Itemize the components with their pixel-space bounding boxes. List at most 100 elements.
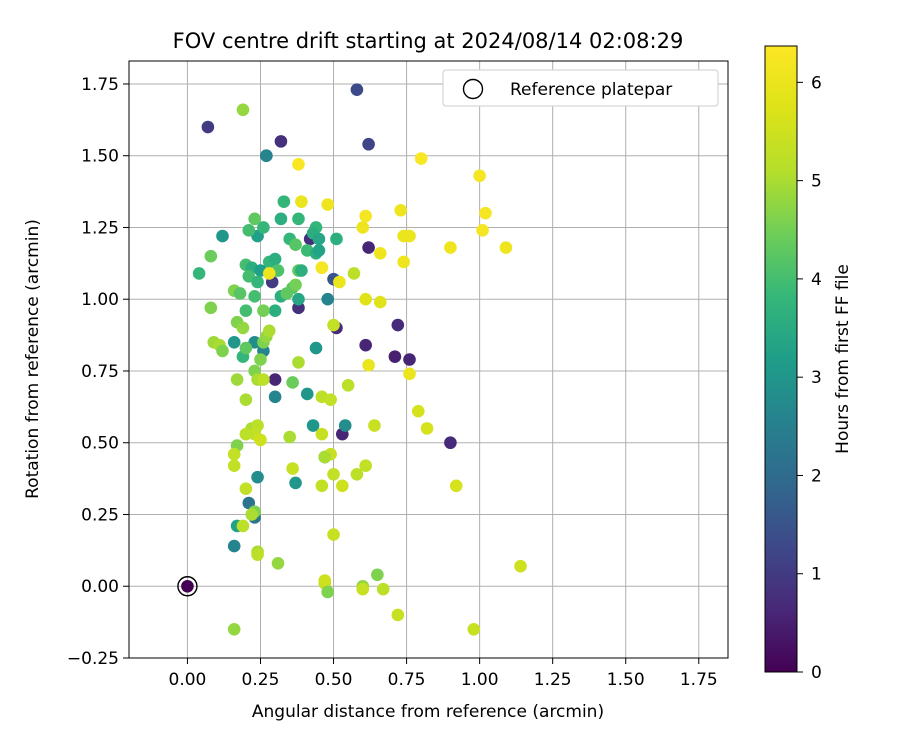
data-point <box>245 508 259 521</box>
data-point <box>254 433 267 447</box>
data-point <box>181 579 194 593</box>
data-point <box>473 169 486 183</box>
y-tick-label: −0.25 <box>67 649 119 669</box>
data-point <box>449 479 463 493</box>
data-point <box>239 427 253 441</box>
data-point <box>321 292 334 306</box>
data-point <box>338 419 352 432</box>
data-point <box>216 344 229 358</box>
data-point <box>251 470 264 484</box>
data-point <box>403 353 416 366</box>
data-point <box>239 304 253 318</box>
data-point <box>292 301 305 315</box>
y-tick-label: 1.00 <box>81 290 119 310</box>
data-point <box>277 195 291 208</box>
data-point <box>242 224 256 237</box>
data-point <box>356 582 370 596</box>
x-tick-label: 0.25 <box>242 670 280 690</box>
data-point <box>318 574 332 587</box>
chart-title: FOV centre drift starting at 2024/08/14 … <box>173 29 684 53</box>
data-point <box>274 212 288 226</box>
colorbar-tick-label: 1 <box>811 565 822 585</box>
y-tick-label: 1.50 <box>81 147 119 167</box>
x-tick-label: 1.00 <box>461 670 499 690</box>
data-point <box>248 290 261 303</box>
data-point <box>376 582 390 596</box>
data-point <box>251 275 264 289</box>
data-point <box>233 287 247 300</box>
data-point <box>312 232 326 246</box>
y-tick-label: 1.75 <box>81 75 119 95</box>
y-tick-label: 0.00 <box>81 577 119 597</box>
data-point <box>257 221 270 234</box>
data-point <box>268 252 282 266</box>
data-point <box>289 278 302 292</box>
data-point <box>239 341 253 355</box>
data-point <box>268 304 282 318</box>
data-point <box>391 608 405 622</box>
data-point <box>257 373 270 386</box>
data-point <box>362 137 375 151</box>
colorbar-label: Hours from first FF file <box>833 264 853 454</box>
data-point <box>309 341 323 355</box>
reference-platepar-marker <box>177 576 198 597</box>
data-point <box>330 232 343 246</box>
data-point <box>397 255 410 269</box>
colorbar-tick-label: 3 <box>811 368 822 388</box>
reference-marker-layer <box>177 576 198 597</box>
data-point <box>295 195 308 208</box>
x-tick-label: 0.75 <box>388 670 426 690</box>
data-point <box>336 479 349 493</box>
data-point <box>274 135 288 148</box>
data-point <box>280 287 294 300</box>
data-point <box>321 198 334 211</box>
data-point <box>306 419 320 432</box>
data-point <box>236 519 250 533</box>
data-point <box>315 479 329 493</box>
colorbar: 0 1 2 3 4 5 6 Hours from first FF file <box>764 45 853 683</box>
data-point <box>286 462 299 475</box>
data-point <box>327 318 340 332</box>
data-point <box>216 229 229 243</box>
data-point <box>312 244 326 257</box>
data-point <box>286 376 299 389</box>
data-point <box>362 358 375 372</box>
data-point <box>403 229 416 243</box>
data-point <box>318 450 332 464</box>
data-points <box>181 83 527 636</box>
data-point <box>371 568 384 582</box>
data-point <box>192 267 206 280</box>
data-point <box>271 556 285 570</box>
data-point <box>260 149 273 163</box>
colorbar-tick-label: 2 <box>811 466 822 486</box>
data-point <box>227 539 241 553</box>
data-point <box>359 209 372 223</box>
data-point <box>204 301 218 315</box>
legend: Reference platepar <box>442 69 719 107</box>
data-point <box>394 203 408 217</box>
grid <box>129 61 728 659</box>
data-point <box>283 430 297 444</box>
data-point <box>315 427 329 441</box>
data-point <box>239 393 253 406</box>
data-point <box>467 622 481 636</box>
data-point <box>204 249 218 263</box>
data-point <box>420 422 434 435</box>
data-point <box>388 350 402 363</box>
y-tick-label: 1.25 <box>81 218 119 238</box>
y-tick-label: 0.25 <box>81 505 119 525</box>
data-point <box>403 367 416 381</box>
data-point <box>236 321 250 335</box>
data-point <box>292 212 305 226</box>
data-point <box>350 83 364 97</box>
data-point <box>239 482 253 495</box>
data-point <box>411 404 425 418</box>
data-point <box>333 275 346 289</box>
data-point <box>268 373 282 386</box>
data-point <box>251 548 264 561</box>
data-point <box>227 447 241 461</box>
data-point <box>295 264 308 277</box>
legend-label: Reference platepar <box>510 80 672 100</box>
